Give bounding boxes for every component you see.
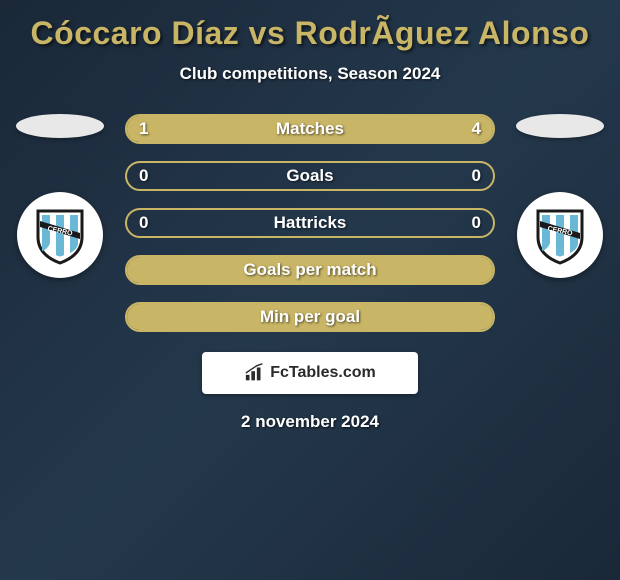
brand-label: FcTables.com (270, 364, 376, 382)
subtitle: Club competitions, Season 2024 (180, 64, 441, 84)
chart-icon (244, 363, 266, 383)
stat-label: Goals (127, 166, 493, 186)
stat-label: Hattricks (127, 213, 493, 233)
stat-bar-goals: 00Goals (125, 161, 495, 191)
club-shield-icon: CERRO (530, 205, 590, 265)
stats-column: 14Matches 00Goals 00Hattricks Goals per mat… (110, 114, 510, 332)
stat-label: Goals per match (127, 260, 493, 280)
left-club-badge: CERRO (17, 192, 103, 278)
stat-label: Min per goal (127, 307, 493, 327)
right-player-column: CERRO (510, 114, 610, 278)
left-player-column: CERRO (10, 114, 110, 278)
brand-attribution[interactable]: FcTables.com (202, 352, 418, 394)
date-label: 2 november 2024 (241, 412, 379, 432)
stat-label: Matches (127, 119, 493, 139)
page-title: Cóccaro Díaz vs RodrÃ­guez Alonso (31, 15, 590, 52)
stat-bar-goals-per-match: Goals per match (125, 255, 495, 285)
comparison-row: CERRO 14Matches 00Goals 00Hattricks Goals p… (0, 114, 620, 332)
right-player-avatar-placeholder (516, 114, 604, 138)
stat-bar-min-per-goal: Min per goal (125, 302, 495, 332)
left-player-avatar-placeholder (16, 114, 104, 138)
main-container: Cóccaro Díaz vs RodrÃ­guez Alonso Club c… (0, 0, 620, 442)
stat-bar-hattricks: 00Hattricks (125, 208, 495, 238)
right-club-badge: CERRO (517, 192, 603, 278)
club-shield-icon: CERRO (30, 205, 90, 265)
stat-bar-matches: 14Matches (125, 114, 495, 144)
